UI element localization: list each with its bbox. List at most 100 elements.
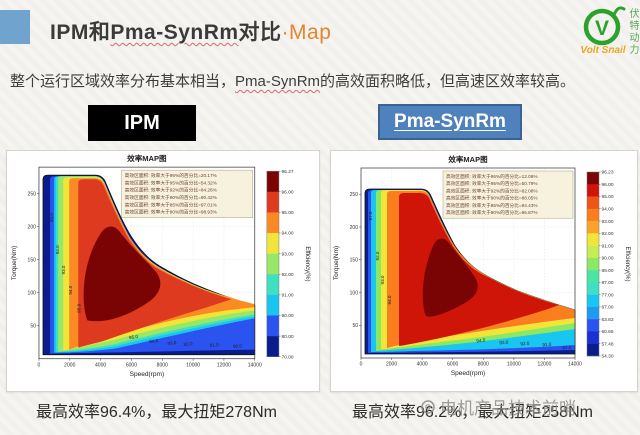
svg-text:87.0: 87.0 xyxy=(562,345,572,350)
svg-text:87.00: 87.00 xyxy=(602,280,614,286)
svg-text:92.0: 92.0 xyxy=(55,245,60,254)
svg-text:91.00: 91.00 xyxy=(281,293,293,299)
svg-text:高效区面积: 效率大于92%的百分比=84.26%: 高效区面积: 效率大于92%的百分比=84.26% xyxy=(125,187,218,194)
svg-text:100: 100 xyxy=(350,290,359,296)
title-part-2: Pma-SynRm xyxy=(110,21,239,44)
title-part-1: IPM和 xyxy=(50,21,111,44)
svg-text:93.0: 93.0 xyxy=(167,340,177,346)
contour-layer xyxy=(42,174,256,356)
svg-text:14000: 14000 xyxy=(248,362,262,368)
region-above-96 xyxy=(422,238,478,317)
svg-text:Efficiency(%): Efficiency(%) xyxy=(304,246,310,281)
subtitle: 整个运行区域效率分布基本相当，Pma-SynRm的高效面积略低，但高速区效率较高… xyxy=(10,70,634,91)
svg-text:高效区面积: 效率大于95%的百分比=54.32%: 高效区面积: 效率大于95%的百分比=54.32% xyxy=(125,179,218,186)
annot-layer: 0 2000 4000 6000 8000 10000 12000 14000 50 100 150… xyxy=(333,154,630,377)
svg-text:14000: 14000 xyxy=(568,362,582,368)
pma-synrm-efficiency-map-panel: 0 2000 4000 6000 8000 10000 12000 14000 50 100 150… xyxy=(330,150,638,392)
svg-text:96.27: 96.27 xyxy=(281,169,293,175)
svg-text:12000: 12000 xyxy=(537,362,551,368)
svg-text:200: 200 xyxy=(28,224,37,230)
contour-layer xyxy=(364,188,576,355)
svg-text:高效区面积: 效率大于95%的百分比=50.79%: 高效区面积: 效率大于95%的百分比=50.79% xyxy=(446,180,538,187)
svg-text:高效区面积: 效率大于80%的百分比=98.93%: 高效区面积: 效率大于80%的百分比=98.93% xyxy=(125,209,218,216)
svg-text:90.0: 90.0 xyxy=(49,213,54,222)
region-above-96 xyxy=(83,226,161,322)
svg-text:57.48: 57.48 xyxy=(602,341,614,347)
pma-synrm-label: Pma-SynRm xyxy=(394,111,506,132)
svg-text:93.0: 93.0 xyxy=(380,275,385,284)
svg-text:0: 0 xyxy=(38,362,41,368)
svg-text:6000: 6000 xyxy=(447,362,458,368)
svg-text:Efficiency(%): Efficiency(%) xyxy=(624,247,630,282)
svg-text:94.00: 94.00 xyxy=(602,207,614,213)
svg-text:87.0: 87.0 xyxy=(368,211,373,220)
svg-text:10000: 10000 xyxy=(186,362,200,368)
volt-snail-logo-icon: V xyxy=(580,3,628,61)
svg-text:高效区面积: 效率大于85%的百分比=94.43%: 高效区面积: 效率大于85%的百分比=94.43% xyxy=(446,202,538,209)
svg-text:50: 50 xyxy=(30,324,36,330)
title-part-3: 对比 xyxy=(238,21,282,44)
svg-text:12000: 12000 xyxy=(217,362,231,368)
svg-text:63.83: 63.83 xyxy=(602,317,614,323)
title-accent: ·Map xyxy=(281,21,332,44)
svg-text:96.00: 96.00 xyxy=(602,182,614,188)
svg-text:70.00: 70.00 xyxy=(281,354,293,360)
svg-text:8000: 8000 xyxy=(478,362,489,368)
svg-text:92.00: 92.00 xyxy=(281,272,293,278)
svg-text:高效区面积: 效率大于90%的百分比=88.05%: 高效区面积: 效率大于90%的百分比=88.05% xyxy=(446,195,538,202)
subtitle-part-1: 整个运行区域效率分布基本相当， xyxy=(10,73,236,90)
svg-text:95.0: 95.0 xyxy=(129,334,139,340)
svg-text:67.00: 67.00 xyxy=(602,305,614,311)
svg-text:50: 50 xyxy=(352,323,358,329)
ipm-efficiency-map-panel: 0 2000 4000 6000 8000 10000 12000 14000 50 100 150… xyxy=(6,150,320,392)
svg-text:91.0: 91.0 xyxy=(210,342,220,348)
svg-text:4000: 4000 xyxy=(417,362,428,368)
pma-synrm-label-box: Pma-SynRm xyxy=(378,104,522,140)
annot-layer: 0 2000 4000 6000 8000 10000 12000 14000 50 100 150… xyxy=(11,153,310,378)
svg-text:8000: 8000 xyxy=(157,362,168,368)
svg-text:高效区面积: 效率大于96%的百分比=20.17%: 高效区面积: 效率大于96%的百分比=20.17% xyxy=(125,172,218,179)
watermark: 电机产品技术前哨 xyxy=(420,394,576,419)
svg-text:效率MAP图: 效率MAP图 xyxy=(448,154,488,164)
svg-text:4000: 4000 xyxy=(95,362,106,368)
svg-text:94.00: 94.00 xyxy=(281,231,293,237)
svg-text:94.0: 94.0 xyxy=(149,338,159,344)
svg-text:高效区面积: 效率大于90%的百分比=90.42%: 高效区面积: 效率大于90%的百分比=90.42% xyxy=(125,194,218,201)
svg-text:93.0: 93.0 xyxy=(499,340,509,346)
svg-text:6000: 6000 xyxy=(126,362,137,368)
svg-text:91.0: 91.0 xyxy=(542,342,552,348)
title-bullet xyxy=(0,10,30,44)
svg-text:10000: 10000 xyxy=(507,362,521,368)
svg-text:94.0: 94.0 xyxy=(68,285,73,294)
svg-text:高效区面积: 效率大于96%的百分比=12.06%: 高效区面积: 效率大于96%的百分比=12.06% xyxy=(446,173,538,180)
svg-text:95.00: 95.00 xyxy=(602,194,614,200)
svg-text:高效区面积: 效率大于92%的百分比=82.08%: 高效区面积: 效率大于92%的百分比=82.08% xyxy=(446,187,538,194)
svg-text:60.65: 60.65 xyxy=(602,329,614,335)
watermark-text: 电机产品技术前哨 xyxy=(440,399,576,418)
svg-text:96.23: 96.23 xyxy=(602,170,614,176)
svg-text:200: 200 xyxy=(350,225,359,231)
pma-synrm-result-caption: 最高效率96.2%，最大扭矩258Nm xyxy=(352,404,593,421)
svg-text:Torque(Nm): Torque(Nm) xyxy=(11,246,18,281)
logo-vertical-text: 伏特动力 xyxy=(627,8,638,56)
svg-text:80.00: 80.00 xyxy=(281,334,293,340)
svg-text:效率MAP图: 效率MAP图 xyxy=(127,153,167,163)
svg-text:150: 150 xyxy=(350,258,359,264)
svg-text:高效区面积: 效率大于80%的百分比=96.87%: 高效区面积: 效率大于80%的百分比=96.87% xyxy=(446,209,538,216)
svg-text:100: 100 xyxy=(28,290,37,296)
logo-letter: V xyxy=(595,17,609,40)
svg-text:92.0: 92.0 xyxy=(520,341,530,347)
svg-text:93.00: 93.00 xyxy=(602,219,614,225)
snail-circle-icon: V xyxy=(583,6,626,46)
svg-text:Torque(Nm): Torque(Nm) xyxy=(333,246,340,280)
svg-text:54.30: 54.30 xyxy=(602,354,614,360)
svg-text:90.00: 90.00 xyxy=(281,313,293,319)
ipm-result-caption: 最高效率96.4%，最大扭矩278Nm xyxy=(36,404,277,421)
ipm-label: IPM xyxy=(124,111,160,134)
svg-text:92.00: 92.00 xyxy=(602,231,614,237)
svg-text:91.00: 91.00 xyxy=(602,243,614,249)
svg-text:250: 250 xyxy=(28,191,37,197)
svg-text:250: 250 xyxy=(350,192,359,198)
page-title: IPM和Pma-SynRm对比·Map xyxy=(50,16,331,46)
svg-text:89.00: 89.00 xyxy=(602,268,614,274)
